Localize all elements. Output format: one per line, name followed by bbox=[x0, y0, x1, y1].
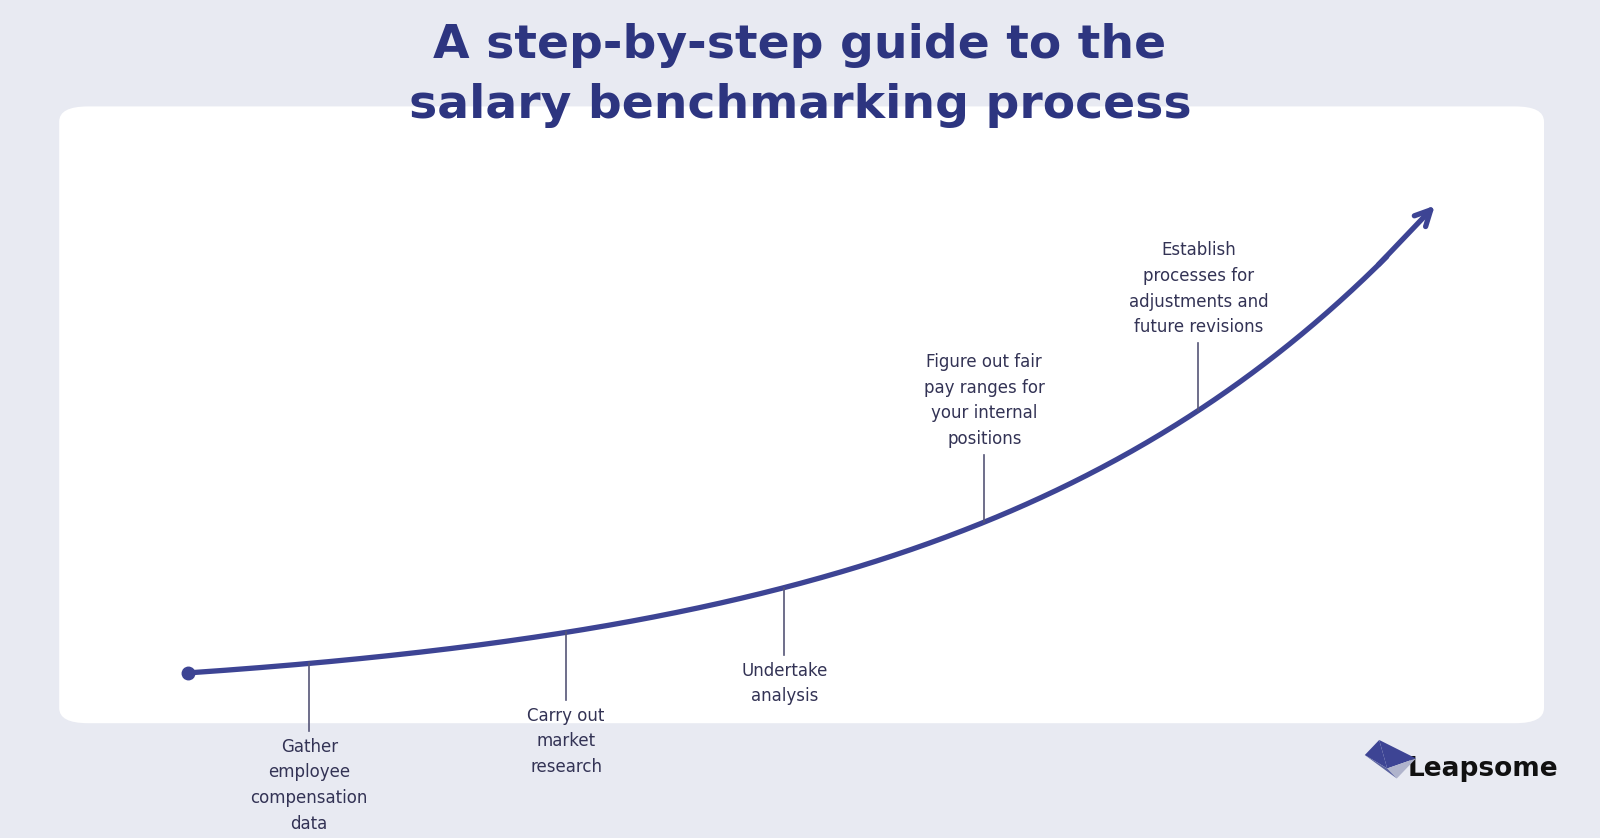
Text: Carry out
market
research: Carry out market research bbox=[528, 706, 605, 776]
Text: Figure out fair
pay ranges for
your internal
positions: Figure out fair pay ranges for your inte… bbox=[923, 353, 1045, 448]
Text: Establish
processes for
adjustments and
future revisions: Establish processes for adjustments and … bbox=[1128, 241, 1269, 336]
Polygon shape bbox=[1365, 740, 1387, 768]
Polygon shape bbox=[1387, 758, 1416, 779]
Polygon shape bbox=[1365, 755, 1397, 779]
Polygon shape bbox=[1379, 740, 1416, 768]
FancyBboxPatch shape bbox=[59, 106, 1544, 723]
Text: Gather
employee
compensation
data: Gather employee compensation data bbox=[251, 737, 368, 833]
Text: Undertake
analysis: Undertake analysis bbox=[741, 662, 827, 706]
Text: Leapsome: Leapsome bbox=[1408, 756, 1558, 783]
Text: A step-by-step guide to the
salary benchmarking process: A step-by-step guide to the salary bench… bbox=[408, 23, 1192, 128]
